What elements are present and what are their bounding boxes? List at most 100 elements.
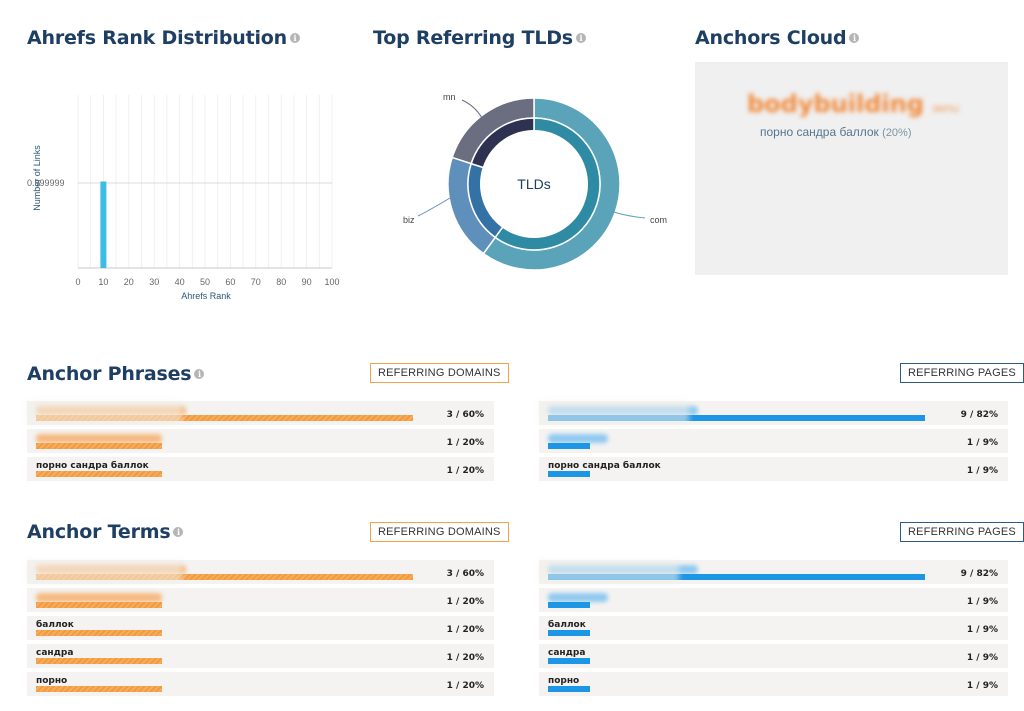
blurred-anchor-text[interactable] — [548, 434, 608, 443]
anchor-count-value: 1 / 9% — [966, 466, 998, 476]
anchor-share-bar — [36, 415, 413, 421]
cloud-top-term-pct: (60%) — [932, 105, 960, 115]
anchor-phrases-title-text: Anchor Phrases — [27, 363, 192, 385]
donut-outer-ring — [447, 97, 621, 271]
anchors-cloud-title: Anchors Cloud i — [695, 27, 860, 49]
x-tick-label: 100 — [324, 277, 339, 287]
rank-distribution-chart: 0 10 20 30 40 50 60 70 80 90 100 0.999999 Ahrefs R… — [27, 95, 340, 301]
x-tick-label: 60 — [225, 277, 235, 287]
info-icon[interactable]: i — [849, 33, 860, 43]
anchors-cloud-title-text: Anchors Cloud — [695, 27, 847, 49]
anchor-count-value: 1 / 9% — [966, 681, 998, 691]
x-tick-label: 70 — [251, 277, 261, 287]
y-tick-label: 0.999999 — [27, 178, 65, 188]
chart-bars — [100, 181, 107, 269]
anchor-count-value: 3 / 60% — [446, 569, 484, 579]
slice-label-mn: mn — [443, 92, 456, 102]
x-tick-label: 50 — [200, 277, 210, 287]
donut-center — [480, 130, 588, 238]
anchor-row[interactable]: баллок 1 / 9% — [539, 616, 1008, 640]
tlds-donut-chart: TLDs com biz mn — [403, 92, 667, 271]
terms-referring-domains-button[interactable]: REFERRING DOMAINS — [370, 522, 509, 542]
blurred-anchor-text[interactable] — [36, 434, 162, 443]
slice-label-com: com — [650, 215, 667, 225]
anchor-share-bar — [548, 686, 590, 692]
anchor-row[interactable]: порно сандра баллок 1 / 20% — [27, 457, 494, 481]
anchor-text[interactable]: сандра — [548, 648, 586, 658]
x-tick-label: 80 — [276, 277, 286, 287]
blur-overlay — [27, 560, 182, 584]
anchor-share-bar — [548, 415, 925, 421]
anchor-count-value: 1 / 20% — [446, 625, 484, 635]
anchor-row[interactable]: порно 1 / 9% — [539, 672, 1008, 696]
anchor-row[interactable]: 1 / 9% — [539, 429, 1008, 453]
info-icon[interactable]: i — [575, 33, 586, 43]
anchor-row[interactable]: 3 / 60% — [27, 401, 494, 425]
anchor-terms-title-text: Anchor Terms — [27, 521, 171, 543]
info-icon[interactable]: i — [289, 33, 300, 43]
blur-overlay — [539, 401, 689, 425]
info-icon[interactable]: i — [194, 369, 205, 379]
anchor-row[interactable]: 9 / 82% — [539, 560, 1008, 584]
anchor-share-bar — [36, 574, 413, 580]
mn-connector — [461, 99, 483, 119]
anchor-share-bar — [548, 574, 925, 580]
cloud-top-term[interactable]: bodybuilding (60%) — [747, 90, 959, 118]
rank-distribution-title: Ahrefs Rank Distribution i — [27, 27, 300, 49]
anchor-row[interactable]: 1 / 20% — [27, 429, 494, 453]
anchor-count-value: 1 / 20% — [446, 438, 484, 448]
rank-bar[interactable] — [100, 181, 107, 269]
anchor-row[interactable]: порно сандра баллок 1 / 9% — [539, 457, 1008, 481]
anchor-count-value: 1 / 9% — [966, 438, 998, 448]
anchor-share-bar — [548, 658, 590, 664]
anchor-text[interactable]: баллок — [36, 620, 74, 630]
info-icon[interactable]: i — [173, 527, 184, 537]
anchor-share-bar — [36, 686, 162, 692]
cloud-term-pct: (20%) — [882, 127, 912, 139]
anchor-count-value: 1 / 20% — [446, 653, 484, 663]
cloud-term[interactable]: порно сандра баллок (20%) — [760, 125, 912, 139]
anchor-share-bar — [548, 443, 590, 449]
anchor-row[interactable]: сандра 1 / 20% — [27, 644, 494, 668]
phrases-referring-domains-button[interactable]: REFERRING DOMAINS — [370, 363, 509, 383]
anchor-text[interactable]: порно сандра баллок — [36, 461, 149, 471]
top-tlds-title-text: Top Referring TLDs — [373, 27, 573, 49]
blurred-anchor-text[interactable] — [36, 593, 162, 602]
anchor-text[interactable]: порно — [36, 676, 68, 686]
top-tlds-title: Top Referring TLDs i — [373, 27, 586, 49]
anchor-count-value: 9 / 82% — [960, 569, 998, 579]
anchor-text[interactable]: баллок — [548, 620, 586, 630]
phrases-referring-pages-button[interactable]: REFERRING PAGES — [900, 363, 1024, 383]
anchor-text[interactable]: порно — [548, 676, 580, 686]
anchors-cloud: bodybuilding (60%) порно сандра баллок (… — [695, 62, 1008, 275]
anchor-row[interactable]: сандра 1 / 9% — [539, 644, 1008, 668]
x-ticks: 0 10 20 30 40 50 60 70 80 90 100 — [75, 277, 339, 287]
anchor-share-bar — [548, 602, 590, 608]
anchor-text[interactable]: порно сандра баллок — [548, 461, 661, 471]
anchor-share-bar — [548, 630, 590, 636]
x-tick-label: 0 — [75, 277, 80, 287]
anchor-count-value: 1 / 9% — [966, 625, 998, 635]
anchor-row[interactable]: 3 / 60% — [27, 560, 494, 584]
anchor-row[interactable]: 9 / 82% — [539, 401, 1008, 425]
cloud-term-text: порно сандра баллок — [760, 125, 879, 139]
anchor-share-bar — [36, 658, 162, 664]
rank-distribution-title-text: Ahrefs Rank Distribution — [27, 27, 287, 49]
anchor-share-bar — [36, 630, 162, 636]
anchor-row[interactable]: 1 / 9% — [539, 588, 1008, 612]
blur-overlay — [27, 401, 182, 425]
anchor-text[interactable]: сандра — [36, 648, 74, 658]
anchor-count-value: 3 / 60% — [446, 410, 484, 420]
anchor-row[interactable]: баллок 1 / 20% — [27, 616, 494, 640]
anchor-count-value: 1 / 20% — [446, 681, 484, 691]
x-tick-label: 10 — [98, 277, 108, 287]
x-tick-label: 40 — [175, 277, 185, 287]
anchor-row[interactable]: порно 1 / 20% — [27, 672, 494, 696]
anchor-count-value: 1 / 9% — [966, 653, 998, 663]
com-connector — [610, 210, 646, 219]
anchor-phrases-title: Anchor Phrases i — [27, 363, 205, 385]
blurred-anchor-text[interactable] — [548, 593, 608, 602]
anchor-row[interactable]: 1 / 20% — [27, 588, 494, 612]
anchor-share-bar — [548, 471, 590, 477]
terms-referring-pages-button[interactable]: REFERRING PAGES — [900, 522, 1024, 542]
